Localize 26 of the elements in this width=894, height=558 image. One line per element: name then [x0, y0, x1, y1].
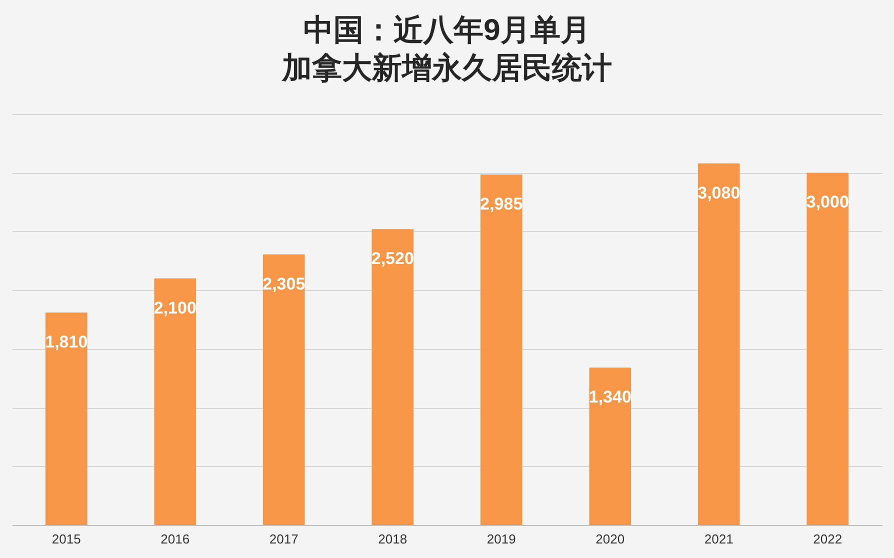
bar [806, 172, 849, 525]
data-label: 3,080 [698, 183, 740, 202]
bar [45, 312, 88, 525]
bar [372, 229, 414, 525]
data-label: 3,000 [806, 192, 849, 212]
data-label: 2,100 [154, 298, 196, 318]
bar [262, 254, 305, 525]
x-tick-label: 2017 [269, 532, 298, 546]
data-label: 1,340 [588, 388, 632, 407]
x-tick-label: 2020 [596, 532, 625, 546]
x-tick-label: 2018 [378, 532, 408, 546]
data-label: 1,810 [45, 332, 88, 352]
x-tick-label: 2019 [486, 532, 516, 546]
bar [589, 368, 632, 525]
x-tick-label: 2015 [52, 532, 81, 546]
bar [480, 174, 522, 525]
x-tick-label: 2022 [813, 532, 842, 546]
x-tick-label: 2021 [704, 532, 734, 546]
data-label: 2,305 [262, 274, 306, 294]
x-tick-label: 2016 [160, 532, 190, 546]
bar [698, 163, 740, 525]
chart-subtitle: 加拿大新增永久居民统计 [281, 51, 612, 85]
chart-title: 中国：近八年9月单月 [304, 14, 590, 47]
bar [154, 278, 196, 525]
data-label: 2,985 [480, 194, 523, 214]
data-label: 2,520 [371, 249, 414, 268]
